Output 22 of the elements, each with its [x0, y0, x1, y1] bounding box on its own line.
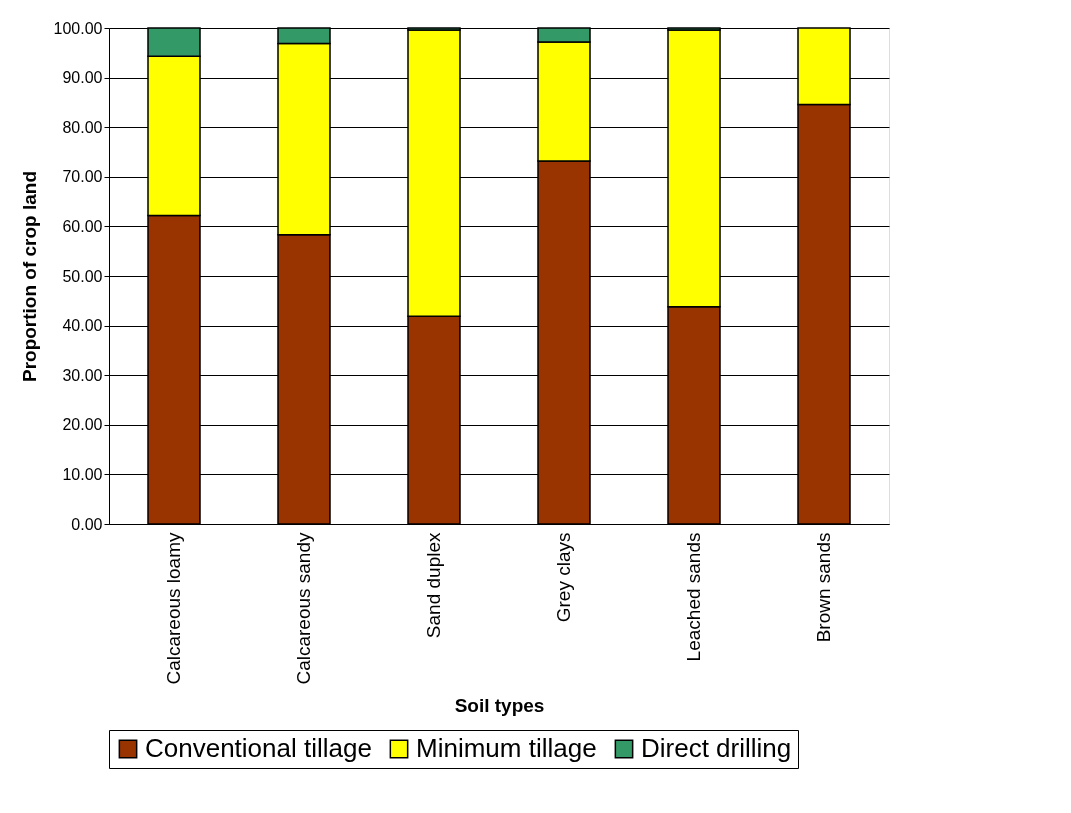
y-tick-label: 50.00 — [62, 267, 103, 285]
y-tick-label: 100.00 — [53, 19, 103, 37]
y-tick-label: 10.00 — [62, 465, 103, 483]
legend-label: Conventional tillage — [145, 733, 372, 763]
x-tick-label: Brown sands — [813, 532, 834, 643]
legend-label: Minimum tillage — [416, 733, 597, 763]
x-axis-title: Soil types — [454, 694, 545, 716]
legend-label: Direct drilling — [641, 733, 792, 763]
y-axis-title: Proportion of crop land — [18, 170, 40, 383]
y-tick-label: 20.00 — [62, 416, 103, 434]
x-tick-label: Calcareous sandy — [293, 532, 314, 685]
x-tick-label: Grey clays — [553, 532, 574, 623]
y-tick-label: 0.00 — [71, 515, 103, 533]
y-tick-label: 40.00 — [62, 317, 103, 335]
y-tick-label: 90.00 — [62, 69, 103, 87]
y-tick-label: 70.00 — [62, 168, 103, 186]
y-tick-label: 80.00 — [62, 118, 103, 136]
y-tick-label: 60.00 — [62, 217, 103, 235]
x-tick-label: Leached sands — [683, 532, 704, 662]
y-tick-label: 30.00 — [62, 366, 103, 384]
x-tick-label: Calcareous loamy — [163, 532, 184, 685]
x-tick-label: Sand duplex — [423, 532, 444, 639]
